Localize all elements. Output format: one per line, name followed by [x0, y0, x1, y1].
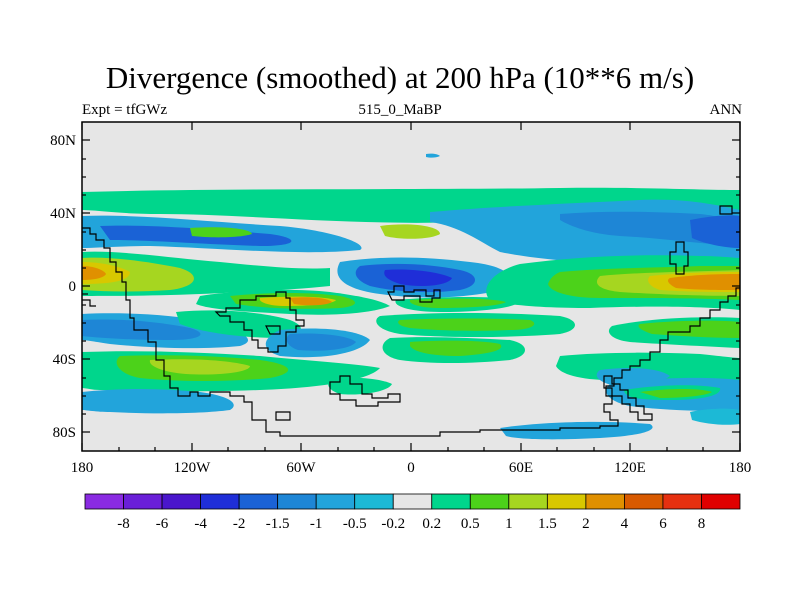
colorbar-swatch [238, 493, 279, 510]
colorbar-label: 0.2 [422, 516, 441, 532]
colorbar-swatch [392, 493, 433, 510]
colorbar-label: -2 [233, 516, 246, 532]
colorbar-swatch [701, 493, 741, 510]
x-tick-label: 0 [407, 460, 415, 476]
colorbar-swatch [469, 493, 510, 510]
colorbar-swatch [200, 493, 240, 510]
colorbar-swatch [662, 493, 702, 510]
colorbar-swatch [354, 493, 394, 510]
colorbar: -8 -6 -4 -2 -1.5 -1 -0.5 -0.2 0.2 0.5 1 1.5 2 4 6 8 [84, 493, 741, 532]
x-tick-label: 120W [174, 460, 212, 476]
y-tick-label: 40S [53, 352, 76, 368]
colorbar-swatch [84, 493, 124, 510]
colorbar-label: -4 [194, 516, 207, 532]
colorbar-swatch [431, 493, 471, 510]
colorbar-swatch [277, 493, 317, 510]
colorbar-label: 6 [659, 516, 667, 532]
x-tick-label: 180 [71, 460, 94, 476]
colorbar-swatch [546, 493, 587, 510]
colorbar-label: 8 [698, 516, 706, 532]
period-label: 515_0_MaBP [358, 102, 442, 118]
colorbar-swatch [315, 493, 356, 510]
colorbar-label: 1.5 [538, 516, 557, 532]
coastline-outline [82, 205, 740, 437]
colorbar-label: 2 [582, 516, 590, 532]
x-tick-label: 120E [614, 460, 646, 476]
colorbar-swatch [508, 493, 548, 510]
x-tick-label: 60W [286, 460, 316, 476]
colorbar-label: -6 [156, 516, 169, 532]
colorbar-swatch [624, 493, 664, 510]
y-tick-label: 0 [69, 279, 77, 295]
colorbar-label: 4 [621, 516, 629, 532]
y-tick-label: 40N [50, 206, 76, 222]
plot-title: Divergence (smoothed) at 200 hPa (10**6 … [105, 60, 695, 95]
colorbar-label: 0.5 [461, 516, 480, 532]
season-label: ANN [709, 102, 743, 118]
colorbar-label: -0.2 [381, 516, 405, 532]
colorbar-label: -0.5 [343, 516, 367, 532]
y-tick-label: 80S [53, 425, 76, 441]
colorbar-swatch [123, 493, 163, 510]
colorbar-label: -8 [117, 516, 130, 532]
experiment-label: Expt = tfGWz [82, 102, 168, 118]
colorbar-label: 1 [505, 516, 513, 532]
x-tick-label: 60E [509, 460, 533, 476]
y-tick-label: 80N [50, 133, 76, 149]
x-tick-label: 180 [729, 460, 752, 476]
colorbar-swatch [161, 493, 201, 510]
colorbar-label: -1 [310, 516, 323, 532]
colorbar-label: -1.5 [266, 516, 290, 532]
divergence-field [82, 122, 740, 451]
colorbar-swatch [585, 493, 625, 510]
